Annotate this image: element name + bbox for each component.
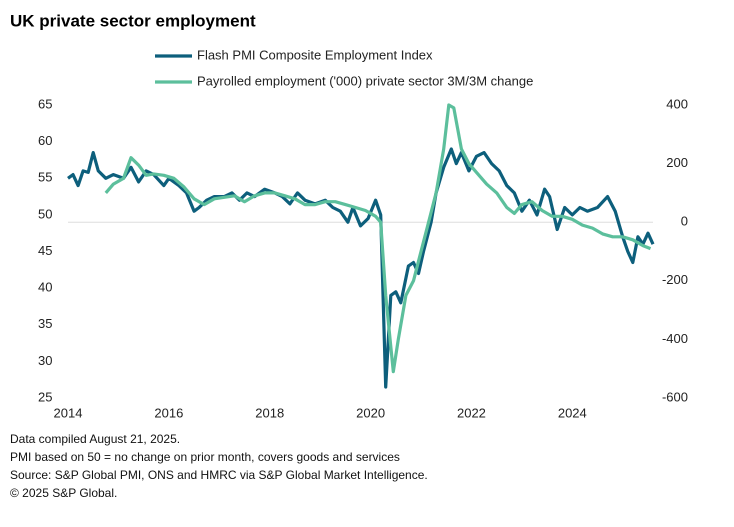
x-tick-label: 2022 (457, 405, 486, 420)
y2-tick-label: -200 (662, 272, 688, 287)
y2-tick-label: 400 (666, 96, 688, 111)
x-tick-label: 2014 (54, 405, 83, 420)
footnote: Data compiled August 21, 2025. (10, 432, 180, 446)
x-tick-label: 2018 (255, 405, 284, 420)
y-tick-label: 40 (38, 280, 52, 295)
y-tick-label: 45 (38, 243, 52, 258)
y2-tick-label: -400 (662, 331, 688, 346)
footnote: © 2025 S&P Global. (10, 486, 117, 500)
y-tick-label: 65 (38, 96, 52, 111)
y-tick-label: 50 (38, 206, 52, 221)
chart-title: UK private sector employment (10, 11, 256, 30)
x-tick-label: 2016 (154, 405, 183, 420)
x-tick-label: 2020 (356, 405, 385, 420)
footnote: PMI based on 50 = no change on prior mon… (10, 450, 400, 464)
x-tick-label: 2024 (558, 405, 587, 420)
y-tick-label: 60 (38, 133, 52, 148)
footnote: Source: S&P Global PMI, ONS and HMRC via… (10, 468, 428, 482)
y-tick-label: 55 (38, 170, 52, 185)
legend-label: Flash PMI Composite Employment Index (197, 47, 433, 62)
y-tick-label: 25 (38, 389, 52, 404)
series-line (67, 147, 655, 389)
y-tick-label: 30 (38, 353, 52, 368)
y2-tick-label: 200 (666, 155, 688, 170)
series-line (104, 103, 652, 374)
y2-tick-label: 0 (681, 214, 688, 229)
y-tick-label: 35 (38, 316, 52, 331)
y2-tick-label: -600 (662, 389, 688, 404)
legend-label: Payrolled employment ('000) private sect… (197, 73, 533, 88)
